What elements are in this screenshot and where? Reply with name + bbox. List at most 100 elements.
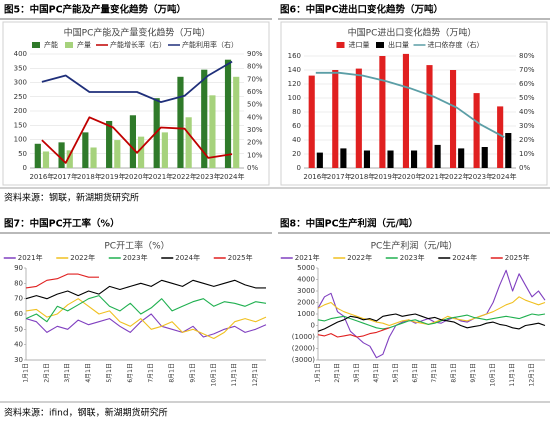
y-tick-label: (2000) <box>292 345 316 353</box>
bar <box>505 133 512 168</box>
y-tick-label: 80 <box>14 279 23 287</box>
bar <box>224 59 232 169</box>
bar <box>434 144 441 168</box>
x-tick-label: 8月1日 <box>451 363 458 383</box>
y-tick-label: 60 <box>14 310 23 318</box>
y-tick-label: 0 <box>297 164 301 172</box>
y2-tick-label: 10% <box>519 150 535 158</box>
bar <box>473 93 480 168</box>
legend-label: 出口量 <box>388 40 409 49</box>
x-tick-label: 12月1日 <box>529 363 536 386</box>
x-tick-label: 2016年 <box>303 172 328 181</box>
bar <box>42 151 50 168</box>
x-tick-label: 9月1日 <box>189 363 196 383</box>
x-tick-label: 6月1日 <box>412 363 419 383</box>
y-tick-label: 1000 <box>297 310 315 318</box>
y-tick-label: 160 <box>288 52 301 60</box>
legend-swatch <box>336 42 345 48</box>
bar <box>332 70 339 168</box>
x-tick-label: 6月1日 <box>127 363 134 383</box>
legend-label: 2024年 <box>175 253 200 262</box>
chart-title: PC生产利润（元/吨） <box>371 240 458 252</box>
x-tick-label: 4月1日 <box>373 363 380 383</box>
y2-tick-label: 30% <box>519 122 535 130</box>
x-tick-label: 10月1日 <box>490 363 497 386</box>
y-tick-label: 350 <box>14 64 27 72</box>
y2-tick-label: 80% <box>247 63 263 71</box>
y-tick-label: 120 <box>288 80 301 88</box>
panel-border <box>2 21 270 186</box>
series-line <box>25 295 267 323</box>
series-line <box>317 313 546 332</box>
x-tick-label: 2023年 <box>196 172 221 181</box>
y2-tick-label: 90% <box>247 50 263 58</box>
bar <box>458 148 465 168</box>
y-tick-label: 4000 <box>297 276 315 284</box>
y-tick-label: 30 <box>14 356 23 364</box>
y-tick-label: 150 <box>14 121 27 129</box>
bar <box>90 147 97 168</box>
legend-label: 产能 <box>44 40 58 49</box>
x-tick-label: 2018年 <box>350 172 375 181</box>
bar <box>233 76 240 168</box>
bar <box>185 117 192 168</box>
legend-swatch <box>32 42 40 48</box>
y-tick-label: 50 <box>14 325 23 333</box>
legend-label: 2025年 <box>505 253 530 262</box>
x-tick-label: 2024年 <box>220 172 245 181</box>
y2-tick-label: 10% <box>247 151 263 159</box>
series-line <box>25 298 267 340</box>
source-note: 资料来源：钢联，新湖期货研究所 <box>4 192 139 204</box>
series-line <box>317 327 390 338</box>
bar <box>363 150 371 168</box>
legend-label: 2022年 <box>347 253 372 262</box>
y2-tick-label: 20% <box>247 139 263 147</box>
x-tick-label: 2017年 <box>53 172 78 181</box>
bar <box>82 132 89 168</box>
x-tick-label: 2020年 <box>398 172 423 181</box>
y2-tick-label: 0% <box>519 164 530 172</box>
x-tick-label: 2023年 <box>468 172 493 181</box>
x-tick-label: 3月1日 <box>64 363 71 383</box>
bar <box>209 95 216 168</box>
chart-title: 中国PC产能及产量变化趋势（万吨） <box>64 27 211 39</box>
y-tick-label: 80 <box>292 108 301 116</box>
legend-label: 2024年 <box>452 253 477 262</box>
y-tick-label: 5000 <box>297 264 315 272</box>
bar <box>449 70 457 168</box>
legend-swatch <box>376 42 384 48</box>
x-tick-label: 7月1日 <box>148 363 155 383</box>
x-tick-label: 2017年 <box>327 172 352 181</box>
y2-tick-label: 0% <box>247 164 258 172</box>
x-tick-label: 2016年 <box>29 172 54 181</box>
y-tick-label: 40 <box>14 341 23 349</box>
y2-tick-label: 70% <box>247 75 263 83</box>
series-line <box>25 313 267 338</box>
y-tick-label: 90 <box>14 264 23 272</box>
y-tick-label: 70 <box>14 295 23 303</box>
y2-tick-label: 70% <box>519 66 535 74</box>
x-tick-label: 7月1日 <box>431 363 438 383</box>
x-tick-label: 2021年 <box>421 172 446 181</box>
figure-caption: 图5：中国PC产能及产量变化趋势（万吨） <box>4 4 186 16</box>
legend-label: 进口量 <box>349 41 370 49</box>
bar <box>402 53 409 168</box>
y2-tick-label: 30% <box>247 126 263 134</box>
bar <box>114 140 121 168</box>
y2-tick-label: 80% <box>519 52 535 60</box>
x-tick-label: 12月1日 <box>252 363 259 386</box>
legend-label: 产能利用率（右） <box>182 40 238 49</box>
bar <box>426 65 433 168</box>
y2-tick-label: 50% <box>519 94 535 102</box>
y-tick-label: 50 <box>18 150 27 158</box>
x-tick-label: 2024年 <box>492 172 517 181</box>
series-line <box>41 60 233 103</box>
legend-label: 产量 <box>77 40 91 49</box>
y-tick-label: 300 <box>14 79 27 87</box>
chart-title: PC开工率（%） <box>104 240 169 252</box>
legend-label: 2025年 <box>228 253 253 262</box>
x-tick-label: 2月1日 <box>43 363 50 383</box>
figure-caption: 图8：中国PC生产利润（元/吨） <box>280 218 418 230</box>
x-tick-label: 2020年 <box>125 172 150 181</box>
x-tick-label: 1月1日 <box>23 363 30 383</box>
